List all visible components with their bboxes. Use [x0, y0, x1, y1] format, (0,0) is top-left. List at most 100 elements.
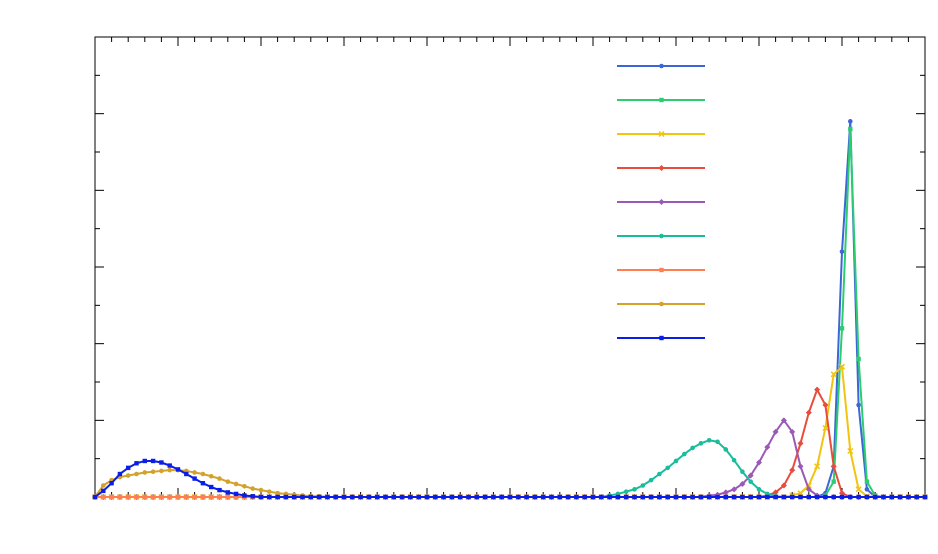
data-point	[756, 494, 762, 500]
data-point	[848, 126, 853, 132]
data-point	[192, 494, 197, 500]
data-point	[599, 494, 604, 500]
data-point	[657, 494, 662, 500]
data-point	[325, 494, 330, 500]
data-point	[864, 479, 870, 484]
data-point	[541, 494, 546, 500]
data-point	[805, 409, 812, 416]
data-point	[449, 494, 455, 500]
data-point	[117, 494, 123, 500]
data-point	[657, 471, 662, 477]
data-point	[822, 402, 829, 408]
data-point	[881, 494, 886, 500]
data-point	[797, 463, 804, 470]
data-point	[823, 494, 828, 500]
series	[92, 417, 928, 500]
data-point	[126, 494, 131, 500]
data-point	[208, 474, 214, 479]
data-point	[624, 494, 629, 500]
data-point	[267, 494, 272, 500]
data-point	[756, 459, 762, 466]
data-point	[101, 488, 106, 494]
data-point	[772, 428, 779, 435]
data-point	[200, 471, 206, 477]
data-point	[109, 481, 114, 486]
data-point	[707, 494, 712, 500]
data-point	[789, 428, 796, 435]
data-point	[399, 494, 405, 500]
data-point	[682, 451, 687, 457]
data-point	[233, 491, 239, 497]
data-point	[747, 472, 754, 479]
data-point	[590, 494, 596, 500]
data-point	[333, 494, 338, 500]
data-point	[780, 482, 787, 489]
data-point	[864, 494, 870, 500]
data-point	[283, 494, 289, 500]
data-point	[275, 490, 280, 496]
data-point	[375, 494, 380, 500]
data-point	[814, 494, 820, 500]
data-point	[582, 494, 587, 500]
data-point	[690, 445, 695, 451]
data-point	[847, 447, 854, 455]
data-point	[341, 494, 347, 500]
data-point	[549, 494, 554, 500]
data-point	[250, 486, 255, 491]
data-point	[466, 494, 471, 500]
data-point	[209, 494, 214, 500]
data-point	[209, 484, 214, 490]
data-point	[408, 494, 413, 500]
data-point	[698, 494, 704, 500]
series	[92, 386, 928, 500]
data-point	[258, 494, 264, 500]
data-point	[897, 494, 903, 500]
data-point	[848, 119, 853, 124]
data-point	[167, 494, 172, 500]
data-point	[715, 439, 720, 445]
data-point	[855, 486, 862, 493]
data-point	[233, 494, 239, 500]
data-point	[790, 494, 795, 500]
legend-marker	[659, 97, 664, 103]
data-point	[292, 494, 297, 500]
plot-frame	[94, 36, 926, 498]
data-point	[175, 494, 181, 500]
legend-marker	[658, 165, 665, 171]
data-point	[723, 494, 728, 500]
data-point	[781, 494, 787, 500]
data-point	[615, 494, 621, 500]
data-point	[690, 494, 695, 500]
data-point	[101, 494, 106, 500]
data-point	[673, 458, 679, 464]
data-point	[839, 249, 845, 254]
data-point	[126, 465, 131, 471]
data-point	[167, 467, 172, 473]
data-point	[217, 476, 222, 481]
data-point	[839, 326, 845, 331]
data-point	[906, 494, 911, 500]
data-point	[192, 470, 197, 475]
data-point	[731, 457, 737, 463]
data-point	[125, 473, 131, 478]
data-point	[150, 469, 156, 475]
data-point	[474, 494, 479, 500]
data-point	[316, 494, 322, 500]
data-point	[491, 494, 496, 500]
legend-marker	[658, 130, 665, 138]
data-point	[142, 494, 147, 500]
data-point	[839, 490, 845, 497]
data-point	[557, 494, 562, 500]
data-point	[300, 494, 305, 500]
data-point	[922, 494, 928, 500]
data-point	[723, 447, 729, 452]
data-point	[773, 494, 778, 500]
data-point	[109, 494, 114, 500]
data-point	[814, 463, 821, 470]
data-point	[524, 494, 529, 500]
legend-marker	[659, 233, 664, 239]
data-point	[864, 487, 870, 492]
data-point	[797, 440, 804, 447]
